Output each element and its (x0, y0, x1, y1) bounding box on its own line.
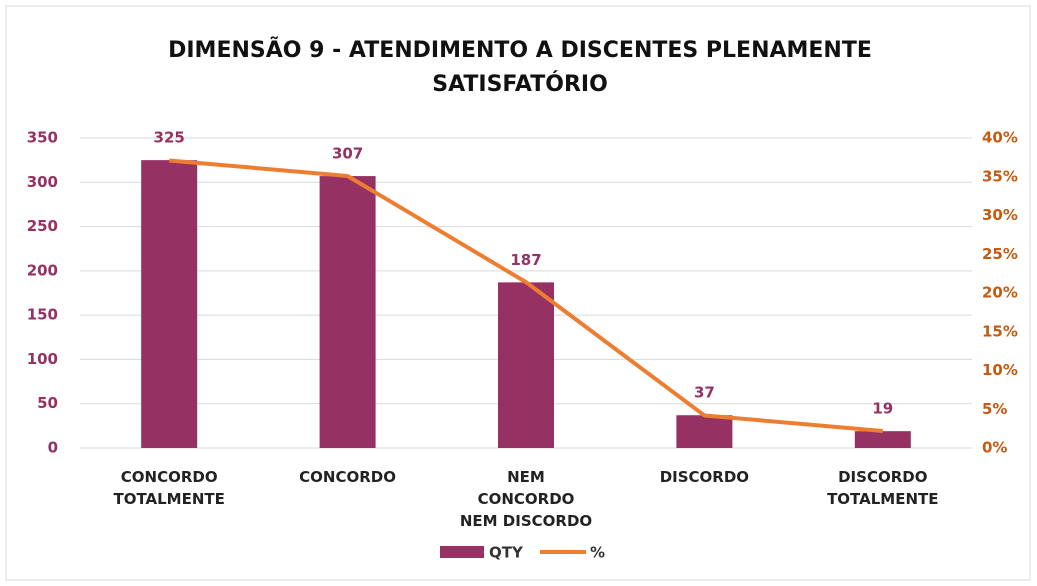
x-tick-label: DISCORDO TOTALMENTE (827, 468, 939, 508)
x-tick-label: CONCORDO TOTALMENTE (113, 468, 225, 508)
y-tick-label: 50 (37, 394, 58, 412)
y2-tick-label: 30% (982, 206, 1018, 224)
y2-tick-label: 10% (982, 361, 1018, 379)
y2-tick-label: 35% (982, 167, 1018, 185)
data-label: 187 (510, 251, 541, 269)
y-tick-label: 0 (48, 439, 58, 457)
data-label: 19 (872, 400, 893, 418)
y2-tick-label: 40% (982, 129, 1018, 147)
y2-tick-label: 25% (982, 245, 1018, 263)
bar (319, 176, 376, 449)
x-tick-label: CONCORDO (299, 468, 396, 486)
bar (141, 160, 198, 448)
y-tick-label: 100 (27, 350, 58, 368)
y-tick-label: 200 (27, 261, 58, 279)
y-tick-label: 300 (27, 173, 58, 191)
legend-label: % (590, 544, 605, 562)
y2-tick-label: 20% (982, 284, 1018, 302)
data-label: 325 (154, 129, 185, 147)
legend-label: QTY (489, 544, 524, 562)
y-tick-label: 350 (27, 129, 58, 147)
line (169, 158, 883, 433)
x-tick-label: DISCORDO (659, 468, 750, 486)
x-tick-label: NEM CONCORDO NEM DISCORDO (459, 468, 593, 530)
y2-tick-label: 0% (982, 439, 1007, 457)
y-tick-label: 250 (27, 217, 58, 235)
data-label: 307 (332, 145, 363, 163)
y-tick-label: 150 (27, 306, 58, 324)
y2-tick-label: 5% (982, 400, 1007, 418)
bar (854, 431, 911, 448)
y2-tick-label: 15% (982, 322, 1018, 340)
bar (676, 415, 733, 448)
legend-swatch (440, 546, 484, 558)
chart-title: DIMENSÃO 9 - ATENDIMENTO A DISCENTES PLE… (168, 38, 872, 97)
data-label: 37 (694, 384, 715, 402)
bar (498, 282, 554, 448)
